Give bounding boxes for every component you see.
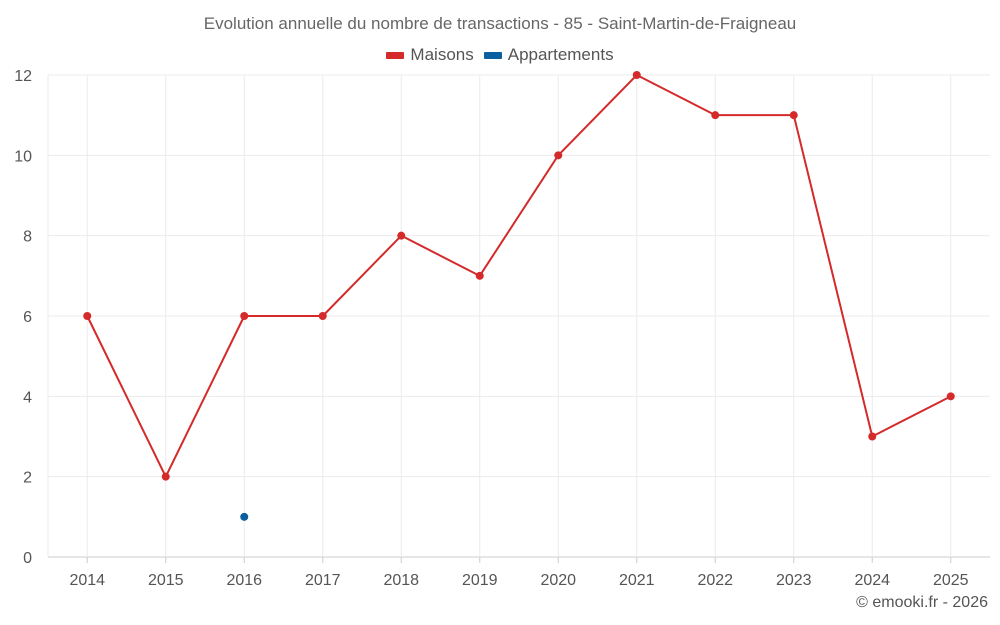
legend: Maisons Appartements (0, 45, 1000, 65)
x-tick-label: 2018 (383, 572, 419, 589)
series-layer (83, 71, 955, 521)
x-tick-label: 2023 (776, 572, 812, 589)
series-maisons (83, 71, 955, 481)
data-point-appartements[interactable] (240, 512, 249, 521)
x-tick-label: 2014 (69, 572, 105, 589)
y-tick-label: 8 (23, 229, 32, 246)
data-point-maisons[interactable] (475, 271, 484, 280)
x-tick-label: 2019 (462, 572, 498, 589)
data-point-maisons[interactable] (240, 312, 249, 320)
legend-label-appartements: Appartements (507, 45, 614, 64)
x-tick-label: 2025 (933, 572, 969, 589)
data-point-maisons[interactable] (946, 392, 955, 401)
data-point-maisons[interactable] (397, 231, 406, 240)
y-axis: 0 2 4 6 8 10 12 (14, 68, 32, 567)
data-point-maisons[interactable] (632, 71, 641, 79)
x-tick-label: 2024 (854, 572, 890, 589)
data-point-maisons[interactable] (711, 111, 720, 120)
data-point-maisons[interactable] (161, 472, 170, 481)
data-point-maisons[interactable] (868, 432, 877, 441)
y-tick-label: 10 (14, 148, 32, 165)
data-point-maisons[interactable] (554, 151, 563, 160)
data-point-maisons[interactable] (318, 312, 327, 320)
series-line-maisons (86, 74, 952, 478)
x-axis: 2014 2015 2016 2017 2018 2019 2020 2021 2022 2023… (69, 557, 969, 589)
y-tick-label: 6 (23, 309, 32, 326)
x-tick-label: 2016 (226, 572, 262, 589)
credit-text: © emooki.fr - 2026 (856, 594, 988, 611)
data-point-maisons[interactable] (789, 111, 798, 120)
legend-item-appartements[interactable]: Appartements (483, 45, 614, 65)
x-tick-label: 2021 (619, 572, 655, 589)
y-tick-label: 0 (23, 550, 32, 567)
legend-label-maisons: Maisons (410, 45, 474, 64)
chart-title: Evolution annuelle du nombre de transact… (203, 14, 797, 33)
y-tick-label: 4 (23, 389, 32, 406)
grid (47, 74, 990, 558)
x-tick-label: 2022 (697, 572, 733, 589)
x-tick-label: 2015 (148, 572, 184, 589)
legend-item-maisons[interactable]: Maisons (386, 45, 474, 65)
y-tick-label: 12 (14, 68, 32, 85)
data-point-maisons[interactable] (83, 312, 92, 320)
y-tick-label: 2 (23, 470, 32, 487)
legend-swatch-appartements (483, 51, 502, 59)
x-tick-label: 2020 (540, 572, 576, 589)
series-appartements (240, 512, 249, 521)
legend-swatch-maisons (386, 51, 405, 59)
x-tick-label: 2017 (305, 572, 341, 589)
